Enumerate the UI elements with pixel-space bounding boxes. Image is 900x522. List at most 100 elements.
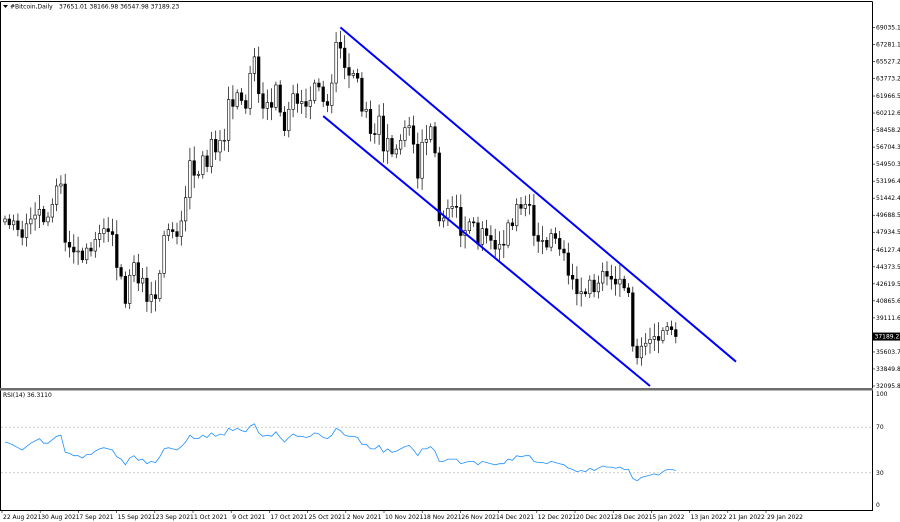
candle: [295, 83, 300, 113]
rsi-line: [4, 423, 676, 482]
price-tick-label: 51442.45: [876, 195, 900, 202]
date-tick-label: 7 Sep 2021: [79, 514, 113, 521]
candle: [364, 101, 368, 118]
price-tick-label: 47934.55: [876, 229, 900, 236]
candle: [239, 88, 244, 105]
candle: [527, 194, 532, 215]
candle: [386, 124, 390, 164]
candle: [592, 274, 596, 298]
candle: [50, 198, 54, 223]
price-tick-label: 49688.50: [876, 212, 900, 219]
price-tick-label: 40865.60: [876, 298, 900, 305]
date-tick-label: 2 Nov 2021: [347, 514, 382, 521]
candle: [252, 48, 257, 82]
candle: [669, 320, 674, 336]
candle: [235, 89, 239, 110]
price-scale[interactable]: 69035.15 67281.15 65527.20 63773.25 61966.55…: [872, 24, 900, 390]
last-price-box: [873, 332, 900, 341]
candle: [72, 234, 76, 264]
ohlc-label: 37651.01 38166.98 36547.98 37189.23: [59, 4, 179, 11]
candle: [304, 88, 308, 118]
date-tick-label: 29 Jan 2022: [767, 514, 803, 521]
candle: [98, 224, 102, 248]
candle: [158, 269, 162, 302]
rsi-tick-label: 30: [876, 470, 884, 477]
date-tick-label: 1 Oct 2021: [194, 514, 227, 521]
candle: [119, 264, 123, 280]
candle: [261, 82, 265, 119]
candle: [312, 79, 317, 104]
candle: [484, 219, 489, 244]
candle: [63, 173, 67, 252]
time-axis[interactable]: 22 Aug 2021 30 Aug 2021 7 Sep 2021 15 Sep 2…: [1, 510, 803, 521]
candle: [416, 132, 420, 189]
candle: [540, 226, 545, 255]
date-tick-label: 23 Sep 2021: [156, 514, 194, 521]
candle: [20, 220, 24, 246]
channel-lower-line[interactable]: [322, 115, 651, 387]
collapse-triangle-icon[interactable]: [3, 5, 8, 8]
candle: [588, 275, 592, 299]
candle: [493, 228, 497, 260]
price-tick-label: 60212.60: [876, 110, 900, 117]
candle: [570, 263, 575, 290]
candle: [355, 68, 360, 83]
candle: [12, 214, 16, 231]
date-tick-label: 17 Oct 2021: [270, 514, 307, 521]
price-tick-label: 63773.25: [876, 75, 900, 82]
candle: [545, 236, 549, 251]
candle: [188, 147, 192, 210]
candle: [265, 89, 269, 120]
pane-separator[interactable]: [0, 388, 873, 391]
price-tick-label: 46127.45: [876, 247, 900, 254]
candle: [24, 213, 29, 247]
candle: [566, 242, 570, 285]
candle: [618, 264, 622, 297]
candle: [136, 253, 140, 292]
date-tick-label: 25 Oct 2021: [309, 514, 346, 521]
candle: [209, 131, 214, 174]
candle: [308, 86, 312, 120]
candle: [214, 130, 218, 160]
candle: [390, 135, 394, 157]
candle: [145, 266, 149, 312]
candle: [622, 275, 626, 291]
candle: [377, 104, 381, 145]
candle: [506, 219, 510, 249]
price-tick-label: 35603.75: [876, 349, 900, 356]
candle: [179, 210, 183, 246]
candle: [510, 218, 515, 231]
candle: [596, 275, 600, 299]
price-tick-label: 42619.55: [876, 281, 900, 288]
price-tick-label: 32095.85: [876, 383, 900, 390]
date-tick-label: 13 Jan 2022: [691, 514, 727, 521]
candle: [184, 186, 188, 232]
candle: [59, 175, 63, 194]
candle: [282, 106, 287, 137]
candle: [549, 228, 553, 252]
candle: [489, 225, 493, 250]
candle: [515, 198, 519, 232]
channel-upper-line[interactable]: [339, 26, 737, 363]
candle: [106, 217, 110, 243]
candle: [192, 146, 196, 189]
candle: [93, 231, 97, 258]
candle: [480, 221, 484, 251]
candle: [317, 78, 321, 92]
candle: [652, 323, 656, 351]
candle: [269, 88, 274, 121]
rsi-tick-label: 70: [876, 424, 884, 431]
candle: [411, 115, 416, 154]
price-channel[interactable]: [322, 26, 737, 387]
candle: [196, 170, 201, 179]
candle: [626, 283, 631, 298]
candle: [558, 230, 562, 256]
date-tick-label: 4 Dec 2021: [500, 514, 535, 521]
candle: [291, 84, 295, 118]
candle: [583, 288, 588, 297]
candle: [394, 144, 398, 159]
date-tick-label: 5 Jan 2022: [652, 514, 684, 521]
candle: [343, 35, 347, 80]
candle: [33, 202, 37, 231]
